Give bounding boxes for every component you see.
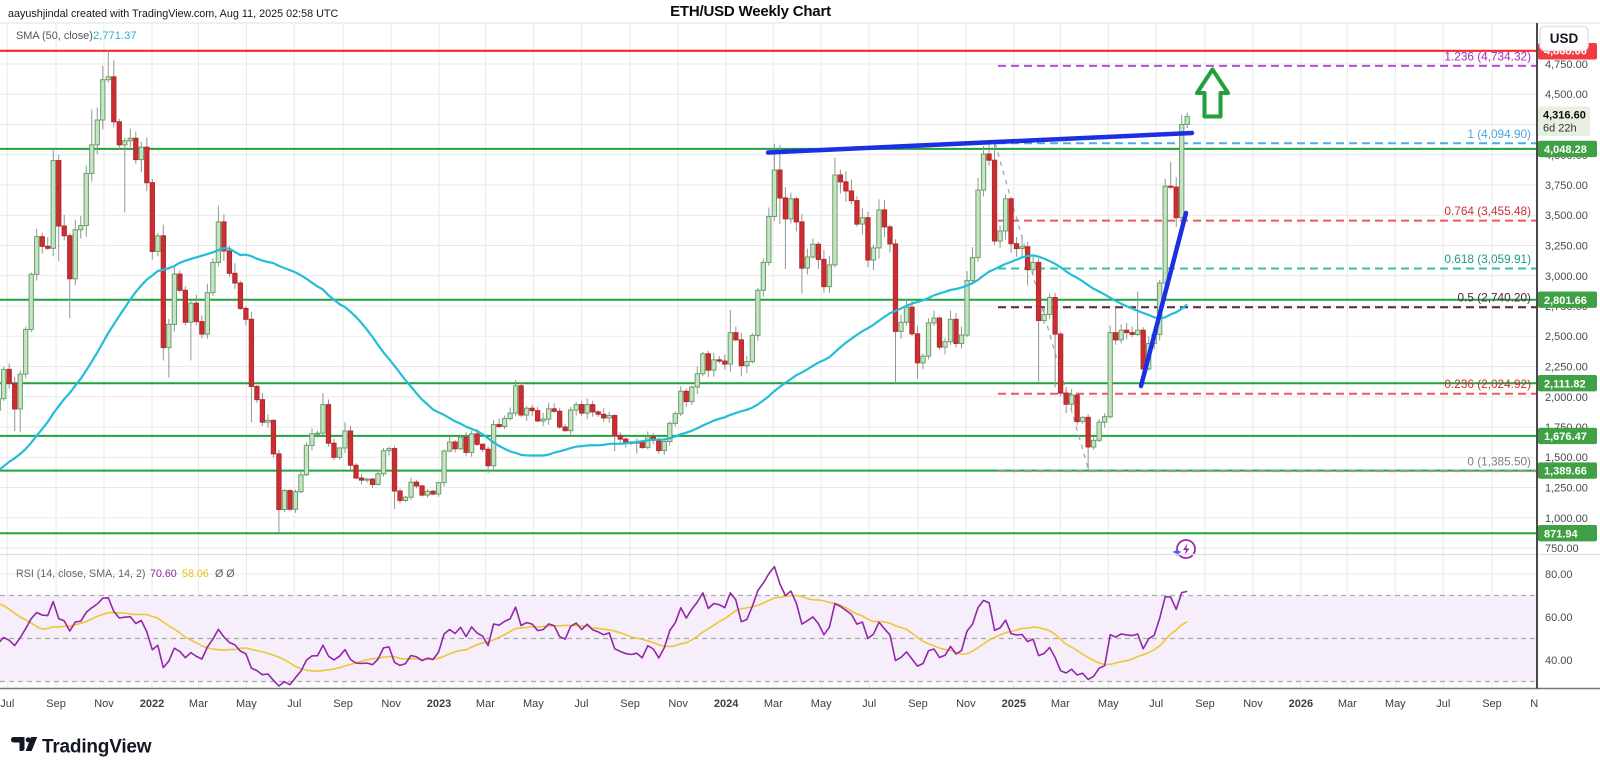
svg-text:May: May <box>523 698 544 710</box>
svg-text:70.60: 70.60 <box>150 568 177 580</box>
svg-text:80.00: 80.00 <box>1545 569 1573 581</box>
svg-text:SMA (50, close): SMA (50, close) <box>16 30 93 42</box>
svg-text:4,500.00: 4,500.00 <box>1545 89 1588 101</box>
svg-text:Jul: Jul <box>574 698 588 710</box>
svg-text:Jul: Jul <box>287 698 301 710</box>
svg-text:1,250.00: 1,250.00 <box>1545 483 1588 495</box>
svg-text:May: May <box>1385 698 1406 710</box>
svg-text:1,500.00: 1,500.00 <box>1545 452 1588 464</box>
svg-text:2,111.82: 2,111.82 <box>1544 378 1586 390</box>
svg-text:40.00: 40.00 <box>1545 655 1573 667</box>
svg-text:May: May <box>1098 698 1119 710</box>
svg-text:Nov: Nov <box>668 698 688 710</box>
svg-text:Mar: Mar <box>189 698 208 710</box>
svg-text:0 (1,385.50): 0 (1,385.50) <box>1467 455 1531 469</box>
svg-text:3,750.00: 3,750.00 <box>1545 180 1588 192</box>
svg-text:May: May <box>236 698 257 710</box>
svg-text:Jul: Jul <box>1436 698 1450 710</box>
svg-text:Nov: Nov <box>1530 698 1550 710</box>
svg-text:2,500.00: 2,500.00 <box>1545 331 1588 343</box>
svg-text:3,000.00: 3,000.00 <box>1545 271 1588 283</box>
svg-text:Ø Ø: Ø Ø <box>215 568 235 580</box>
svg-text:May: May <box>811 698 832 710</box>
svg-text:2023: 2023 <box>427 698 451 710</box>
svg-text:2,801.66: 2,801.66 <box>1544 295 1587 307</box>
svg-text:58.06: 58.06 <box>182 568 209 580</box>
svg-text:Jul: Jul <box>1149 698 1163 710</box>
svg-text:Nov: Nov <box>381 698 401 710</box>
svg-text:0.618 (3,059.91): 0.618 (3,059.91) <box>1444 252 1531 266</box>
svg-text:1,389.66: 1,389.66 <box>1544 466 1587 478</box>
svg-text:1.236 (4,734.32): 1.236 (4,734.32) <box>1444 49 1531 63</box>
svg-text:Sep: Sep <box>620 698 640 710</box>
svg-text:RSI (14, close, SMA, 14, 2): RSI (14, close, SMA, 14, 2) <box>16 568 146 580</box>
svg-text:Jul: Jul <box>0 698 14 710</box>
svg-text:aayushjindal created with Trad: aayushjindal created with TradingView.co… <box>8 8 339 20</box>
svg-text:2,000.00: 2,000.00 <box>1545 392 1588 404</box>
svg-text:2,771.37: 2,771.37 <box>93 30 137 42</box>
svg-text:6d 22h: 6d 22h <box>1543 123 1577 135</box>
svg-text:Sep: Sep <box>333 698 353 710</box>
svg-text:2,250.00: 2,250.00 <box>1545 362 1588 374</box>
svg-text:1 (4,094.90): 1 (4,094.90) <box>1467 127 1531 141</box>
svg-text:2024: 2024 <box>714 698 739 710</box>
svg-text:2025: 2025 <box>1002 698 1026 710</box>
svg-text:Jul: Jul <box>862 698 876 710</box>
svg-text:0.5 (2,740.20): 0.5 (2,740.20) <box>1458 291 1532 305</box>
svg-text:USD: USD <box>1550 31 1579 46</box>
svg-text:4,750.00: 4,750.00 <box>1545 59 1588 71</box>
svg-text:0.764 (3,455.48): 0.764 (3,455.48) <box>1444 204 1531 218</box>
svg-text:871.94: 871.94 <box>1544 528 1579 540</box>
svg-text:ETH/USD Weekly Chart: ETH/USD Weekly Chart <box>670 3 831 20</box>
svg-text:Sep: Sep <box>908 698 928 710</box>
svg-text:3,250.00: 3,250.00 <box>1545 241 1588 253</box>
svg-text:1,000.00: 1,000.00 <box>1545 513 1588 525</box>
svg-text:Nov: Nov <box>956 698 976 710</box>
svg-text:1,676.47: 1,676.47 <box>1544 431 1587 443</box>
svg-text:Mar: Mar <box>1338 698 1357 710</box>
svg-text:Mar: Mar <box>764 698 783 710</box>
svg-text:3,500.00: 3,500.00 <box>1545 210 1588 222</box>
svg-text:Sep: Sep <box>1195 698 1215 710</box>
svg-text:4,048.28: 4,048.28 <box>1544 144 1587 156</box>
svg-text:Sep: Sep <box>46 698 66 710</box>
svg-text:60.00: 60.00 <box>1545 612 1573 624</box>
svg-text:750.00: 750.00 <box>1545 543 1579 555</box>
svg-text:Sep: Sep <box>1482 698 1502 710</box>
svg-text:Nov: Nov <box>94 698 114 710</box>
svg-text:4,316.60: 4,316.60 <box>1543 110 1586 122</box>
svg-text:Mar: Mar <box>1051 698 1070 710</box>
svg-text:TradingView: TradingView <box>42 737 152 758</box>
svg-text:2026: 2026 <box>1289 698 1313 710</box>
svg-text:0.236 (2,024.92): 0.236 (2,024.92) <box>1444 377 1531 391</box>
svg-text:Mar: Mar <box>476 698 495 710</box>
svg-text:Nov: Nov <box>1243 698 1263 710</box>
svg-text:2022: 2022 <box>140 698 164 710</box>
